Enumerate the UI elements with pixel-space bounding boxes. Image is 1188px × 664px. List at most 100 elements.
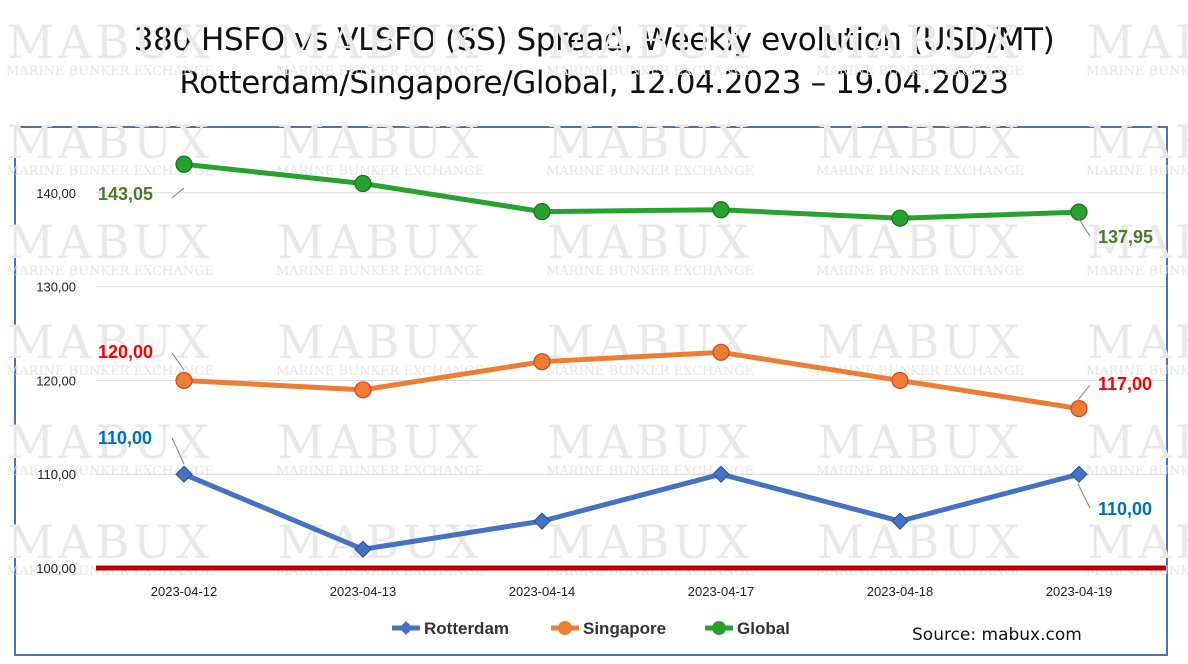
data-point-global bbox=[533, 203, 551, 221]
watermark-mark: MABUX bbox=[277, 415, 483, 469]
y-tick-label: 100,00 bbox=[36, 561, 76, 576]
data-point-rotterdam bbox=[533, 512, 551, 530]
watermark-mark: MABUX bbox=[817, 515, 1023, 569]
watermark-mark: MARINE BUNKER EXCHANGE bbox=[1086, 364, 1188, 379]
watermark-mark: MABUX bbox=[1087, 515, 1188, 569]
data-point-global bbox=[354, 174, 372, 193]
legend-label-global: Global bbox=[737, 619, 790, 638]
chart-frame bbox=[14, 126, 1168, 656]
watermark-mark: MARINE BUNKER EXCHANGE bbox=[546, 464, 754, 479]
data-point-global bbox=[1070, 203, 1088, 221]
watermark-mark: MABUX bbox=[7, 515, 213, 569]
watermark-mark: MABUX bbox=[7, 315, 213, 369]
data-point-singapore bbox=[354, 381, 372, 399]
watermark-mark: MABUX bbox=[277, 15, 483, 69]
series-line-rotterdam bbox=[183, 471, 1080, 552]
watermark-mark: MABUX bbox=[7, 415, 213, 469]
watermark-mark: MABUX bbox=[547, 15, 753, 69]
watermark-mark: MABUX bbox=[817, 415, 1023, 469]
watermark-mark: MARINE BUNKER EXCHANGE bbox=[546, 364, 754, 379]
legend-marker-singapore bbox=[558, 621, 572, 635]
y-tick-label: 110,00 bbox=[37, 467, 76, 482]
label-leader-line bbox=[1077, 483, 1091, 509]
watermark-mark: MARINE BUNKER EXCHANGE bbox=[816, 164, 1024, 179]
data-point-global bbox=[891, 209, 909, 227]
watermark-mark: MARINE BUNKER EXCHANGE bbox=[1086, 264, 1188, 279]
data-point-global bbox=[712, 201, 730, 219]
data-point-singapore bbox=[712, 343, 730, 361]
data-label-singapore-end: 117,00 bbox=[1098, 374, 1152, 394]
label-leader-line bbox=[171, 437, 185, 465]
y-tick-label: 120,00 bbox=[36, 373, 76, 388]
label-leader-line bbox=[1077, 217, 1091, 237]
data-label-global-end: 137,95 bbox=[1098, 227, 1153, 247]
watermark-mark: MABUX bbox=[547, 115, 753, 169]
watermark-mark: MARINE BUNKER EXCHANGE bbox=[816, 464, 1024, 479]
x-tick-label: 2023-04-13 bbox=[330, 584, 397, 599]
data-point-global bbox=[175, 155, 193, 173]
data-point-rotterdam bbox=[891, 512, 909, 530]
watermark-mark: MABUX bbox=[277, 115, 483, 169]
watermark-mark: MARINE BUNKER EXCHANGE bbox=[276, 64, 484, 79]
x-tick-label: 2023-04-14 bbox=[509, 584, 576, 599]
watermark-mark: MARINE BUNKER EXCHANGE bbox=[276, 264, 484, 279]
watermark-mark: MABUX bbox=[277, 215, 483, 269]
legend-marker-rotterdam bbox=[399, 621, 413, 635]
watermark-mark: MARINE BUNKER EXCHANGE bbox=[546, 164, 754, 179]
watermark-mark: MARINE BUNKER EXCHANGE bbox=[276, 464, 484, 479]
x-tick-label: 2023-04-18 bbox=[867, 584, 934, 599]
watermark-mark: MABUX bbox=[277, 315, 483, 369]
data-label-singapore-start: 120,00 bbox=[98, 342, 153, 362]
watermark-mark: MARINE BUNKER EXCHANGE bbox=[1086, 164, 1188, 179]
data-label-rotterdam-start: 110,00 bbox=[98, 428, 152, 448]
data-label-rotterdam-end: 110,00 bbox=[1098, 499, 1152, 519]
watermark-mark: MABUX bbox=[547, 515, 753, 569]
data-point-rotterdam bbox=[712, 465, 730, 483]
watermark-mark: MABUX bbox=[547, 215, 753, 269]
watermark-mark: MABUX bbox=[817, 315, 1023, 369]
watermark-mark: MARINE BUNKER EXCHANGE bbox=[546, 264, 754, 279]
legend-label-singapore: Singapore bbox=[583, 619, 666, 638]
y-tick-label: 140,00 bbox=[36, 186, 76, 201]
data-label-global-start: 143,05 bbox=[98, 184, 153, 204]
watermark-mark: MABUX bbox=[1087, 315, 1188, 369]
watermark-mark: MABUX bbox=[547, 415, 753, 469]
watermark-mark: MABUX bbox=[7, 15, 213, 69]
watermark-mark: MARINE BUNKER EXCHANGE bbox=[276, 164, 484, 179]
watermark-mark: MABUX bbox=[1087, 415, 1188, 469]
legend-marker-global bbox=[712, 621, 726, 635]
chart-title-line1: 380 HSFO vs VLSFO (SS) Spread, Weekly ev… bbox=[133, 22, 1055, 58]
data-point-singapore bbox=[533, 353, 551, 371]
watermark-mark: MABUX bbox=[817, 115, 1023, 169]
y-tick-label: 130,00 bbox=[36, 280, 76, 295]
x-tick-label: 2023-04-17 bbox=[688, 584, 755, 599]
watermark-mark: MABUX bbox=[1087, 215, 1188, 269]
series-line-global bbox=[183, 161, 1080, 221]
watermark-mark: MARINE BUNKER EXCHANGE bbox=[6, 364, 214, 379]
watermark-mark: MARINE BUNKER EXCHANGE bbox=[6, 464, 214, 479]
data-point-rotterdam bbox=[1070, 465, 1088, 483]
watermark-mark: MARINE BUNKER EXCHANGE bbox=[816, 64, 1024, 79]
watermark-mark: MARINE BUNKER EXCHANGE bbox=[546, 64, 754, 79]
watermark-mark: MARINE BUNKER EXCHANGE bbox=[276, 364, 484, 379]
watermark-mark: MABUX bbox=[7, 115, 213, 169]
x-tick-label: 2023-04-12 bbox=[151, 584, 218, 599]
legend-label-rotterdam: Rotterdam bbox=[424, 619, 509, 638]
x-tick-label: 2023-04-19 bbox=[1046, 584, 1113, 599]
label-leader-line bbox=[171, 352, 185, 371]
watermark-mark: MARINE BUNKER EXCHANGE bbox=[816, 264, 1024, 279]
chart-title-line2: Rotterdam/Singapore/Global, 12.04.2023 –… bbox=[179, 65, 1009, 101]
label-leader-line bbox=[1077, 384, 1091, 401]
series-line-singapore bbox=[183, 349, 1080, 412]
source-label: Source: mabux.com bbox=[912, 625, 1082, 645]
watermark-mark: MABUX bbox=[1087, 15, 1188, 69]
watermark-mark: MABUX bbox=[817, 15, 1023, 69]
data-point-rotterdam bbox=[354, 540, 372, 558]
watermark-mark: MABUX bbox=[7, 215, 213, 269]
watermark-mark: MABUX bbox=[1087, 115, 1188, 169]
watermark-mark: MARINE BUNKER EXCHANGE bbox=[6, 164, 214, 179]
watermark-mark: MARINE BUNKER EXCHANGE bbox=[1086, 464, 1188, 479]
watermark-mark: MABUX bbox=[817, 215, 1023, 269]
label-leader-line bbox=[171, 187, 185, 199]
